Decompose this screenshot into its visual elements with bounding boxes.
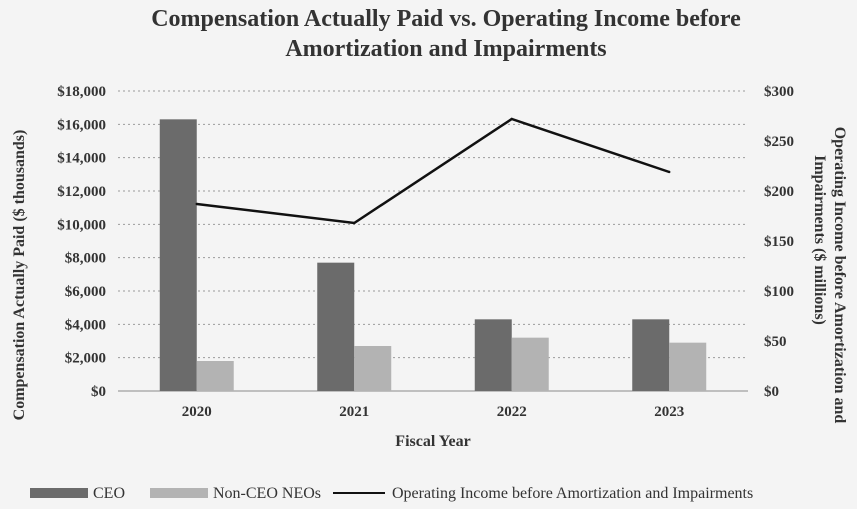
chart-title-line-1: Compensation Actually Paid vs. Operating… <box>151 6 741 32</box>
x-tick-label: 2021 <box>339 404 369 420</box>
bar-ceo-2022 <box>474 319 512 391</box>
x-axis-title: Fiscal Year <box>395 433 470 450</box>
y-axis-left-title: Compensation Actually Paid ($ thousands) <box>11 130 28 421</box>
y-axis-right-title-line-1: Operating Income before Amortization and <box>831 127 848 424</box>
line-point-2020 <box>195 202 198 206</box>
y-left-tick-label: $6,000 <box>65 284 106 300</box>
bar-ceo-2021 <box>317 262 355 391</box>
y-right-tick-label: $250 <box>764 134 794 150</box>
y-right-tick-label: $200 <box>764 184 794 200</box>
legend: CEO Non-CEO NEOs Operating Income before… <box>30 485 753 502</box>
y-left-tick-label: $4,000 <box>65 317 106 333</box>
y-left-tick-label: $16,000 <box>57 117 106 133</box>
legend-swatch-non-ceo-neos <box>150 488 208 498</box>
bar-non-ceo-neos-2023 <box>669 342 707 391</box>
line-series <box>195 117 671 225</box>
y-left-tick-label: $10,000 <box>57 217 106 233</box>
bar-ceo-2020 <box>159 119 197 391</box>
legend-label-non-ceo-neos: Non-CEO NEOs <box>213 485 321 502</box>
y-left-tick-label: $12,000 <box>57 184 106 200</box>
legend-label-ceo: CEO <box>93 485 125 502</box>
line-point-2023 <box>668 170 671 174</box>
legend-label-operating-income: Operating Income before Amortization and… <box>392 485 753 502</box>
line-point-2022 <box>510 117 513 121</box>
y-left-tick-label: $0 <box>91 384 106 400</box>
x-tick-label: 2023 <box>654 404 684 420</box>
y-axis-right-title-line-2: Impairments ($ millions) <box>811 155 828 325</box>
y-right-tick-label: $50 <box>764 334 787 350</box>
tick-labels: $0 $2,000 $4,000 $6,000 $8,000 $10,000 $12,000… <box>57 84 794 420</box>
line-point-2021 <box>353 221 356 225</box>
chart-title-line-2: Amortization and Impairments <box>285 36 606 62</box>
bar-non-ceo-neos-2020 <box>196 361 234 391</box>
bar-ceo-2023 <box>632 319 670 391</box>
y-left-tick-label: $2,000 <box>65 351 106 367</box>
bar-non-ceo-neos-2021 <box>354 346 392 391</box>
line-operating-income <box>196 117 670 225</box>
y-right-tick-label: $0 <box>764 384 779 400</box>
y-right-tick-label: $300 <box>764 84 794 100</box>
y-left-tick-label: $8,000 <box>65 251 106 267</box>
x-tick-label: 2020 <box>182 404 212 420</box>
y-left-tick-label: $18,000 <box>57 84 106 100</box>
bar-non-ceo-neos-2022 <box>511 337 549 391</box>
bars <box>159 119 707 391</box>
y-right-tick-label: $150 <box>764 234 794 250</box>
legend-swatch-ceo <box>30 488 88 498</box>
y-right-tick-label: $100 <box>764 284 794 300</box>
y-left-tick-label: $14,000 <box>57 151 106 167</box>
x-tick-label: 2022 <box>497 404 527 420</box>
